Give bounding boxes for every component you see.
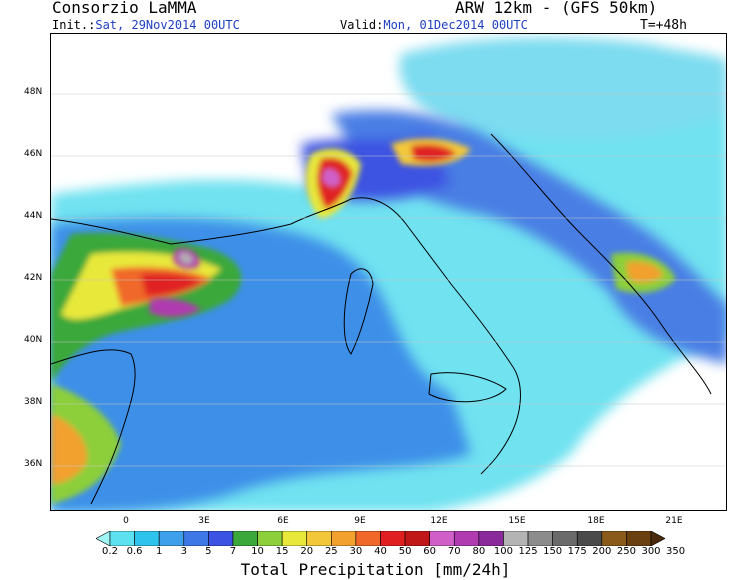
colorbar-segment (355, 531, 381, 546)
colorbar-label: 350 (666, 546, 686, 557)
colorbar-segment (552, 531, 578, 546)
precip-extreme (149, 167, 342, 317)
valid-time: Valid:Mon, 01Dec2014 00UTC (340, 18, 528, 32)
colorbar-label: 175 (567, 546, 587, 557)
coastlines (51, 133, 712, 505)
graticule (51, 93, 726, 467)
organization-title: Consorzio LaMMA (52, 0, 197, 17)
colorbar-segment (183, 531, 209, 546)
init-time: Init.:Sat, 29Nov2014 00UTC (52, 18, 240, 32)
colorbar-segment (208, 531, 234, 546)
colorbar (96, 531, 665, 546)
colorbar-label: 150 (543, 546, 563, 557)
colorbar-label: 3 (180, 546, 187, 557)
colorbar-segment (601, 531, 627, 546)
colorbar-label: 125 (518, 546, 538, 557)
colorbar-segment (576, 531, 603, 546)
colorbar-label: 25 (324, 546, 338, 557)
colorbar-label: 30 (349, 546, 363, 557)
lat-label: 46N (24, 149, 43, 159)
precipitation-field (51, 37, 726, 510)
colorbar-segment (478, 531, 504, 546)
colorbar-label: 20 (300, 546, 314, 557)
lon-label: 18E (587, 516, 605, 526)
colorbar-segment (158, 531, 185, 546)
colorbar-segment (331, 531, 357, 546)
colorbar-label: 250 (616, 546, 636, 557)
init-label: Init.: (52, 18, 96, 32)
colorbar-segment (626, 531, 652, 546)
colorbar-label: 40 (374, 546, 387, 557)
colorbar-label: 0.6 (126, 546, 143, 557)
colorbar-segment (306, 531, 332, 546)
colorbar-label: 60 (423, 546, 437, 557)
lon-label: 15E (508, 516, 526, 526)
lon-label: 9E (354, 516, 366, 526)
lat-label: 38N (24, 397, 43, 407)
lat-label: 36N (24, 459, 43, 469)
precipitation-map (50, 33, 727, 511)
colorbar-label: 80 (472, 546, 486, 557)
colorbar-segment (134, 531, 160, 546)
colorbar-segment (404, 531, 430, 546)
colorbar-label: 50 (398, 546, 412, 557)
colorbar-title: Total Precipitation [mm/24h] (240, 560, 511, 579)
lon-label: 0 (123, 516, 129, 526)
lat-label: 40N (24, 335, 43, 345)
lon-label: 12E (430, 516, 448, 526)
valid-value: Mon, 01Dec2014 00UTC (383, 18, 528, 32)
lat-label: 44N (24, 211, 43, 221)
colorbar-label: 200 (592, 546, 612, 557)
colorbar-segment (380, 531, 406, 546)
colorbar-label: 1 (155, 546, 163, 557)
init-value: Sat, 29Nov2014 00UTC (95, 18, 240, 32)
colorbar-segment (96, 531, 111, 546)
colorbar-segment (257, 531, 283, 546)
colorbar-label: 15 (275, 546, 289, 557)
colorbar-segment (650, 531, 665, 546)
colorbar-label: 100 (493, 546, 513, 557)
colorbar-label: 70 (447, 546, 461, 557)
lon-label: 3E (198, 516, 210, 526)
lead-time: T=+48h (640, 18, 687, 33)
colorbar-label: 5 (205, 546, 212, 557)
lon-label: 6E (277, 516, 289, 526)
colorbar-segment (453, 531, 480, 546)
colorbar-label: 0.2 (102, 546, 118, 557)
colorbar-label: 10 (251, 546, 264, 557)
model-title: ARW 12km - (GFS 50km) (455, 0, 658, 17)
colorbar-label: 7 (229, 546, 237, 557)
colorbar-segment (109, 531, 135, 546)
lat-label: 42N (24, 273, 43, 283)
colorbar-segment (281, 531, 308, 546)
colorbar-segment (527, 531, 553, 546)
colorbar-label: 300 (641, 546, 661, 557)
colorbar-segment (429, 531, 455, 546)
colorbar-segment (232, 531, 258, 546)
valid-label: Valid: (340, 18, 384, 32)
lat-label: 48N (24, 87, 43, 97)
colorbar-segment (503, 531, 529, 546)
lon-label: 21E (665, 516, 683, 526)
